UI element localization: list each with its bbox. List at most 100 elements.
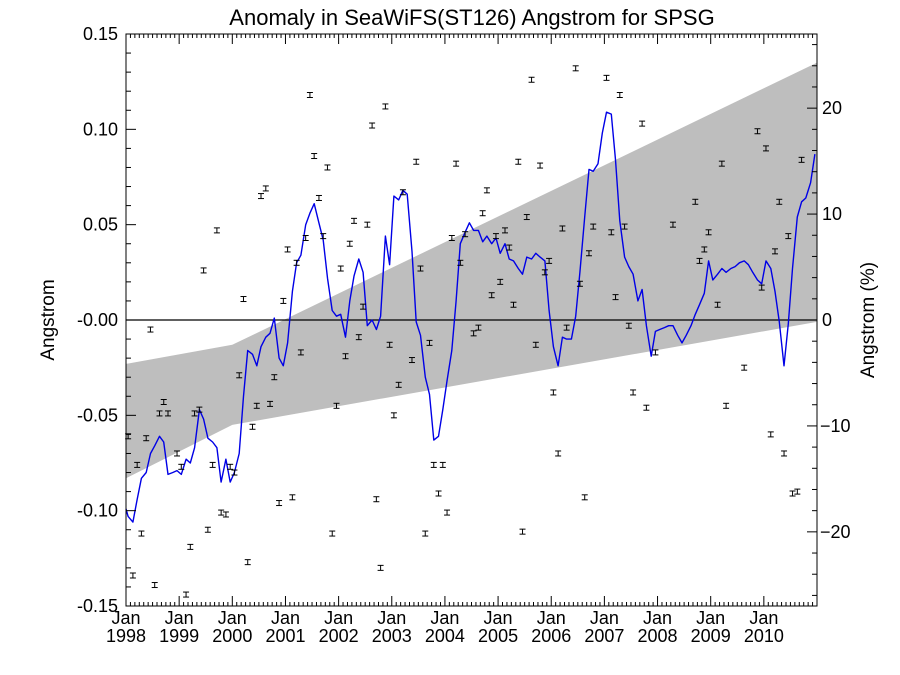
data-point [293, 259, 300, 266]
x-tick-label-month: Jan [643, 608, 672, 628]
x-tick-label-year: 2003 [372, 626, 412, 646]
data-point [262, 185, 269, 192]
data-point [271, 374, 278, 381]
data-point [550, 389, 557, 396]
data-point [723, 402, 730, 409]
data-point [776, 198, 783, 205]
data-point [794, 488, 801, 495]
data-point [470, 330, 477, 337]
data-point [789, 490, 796, 497]
data-point [541, 269, 548, 276]
data-point [191, 410, 198, 417]
data-point [382, 103, 389, 110]
data-point [200, 267, 207, 274]
data-point [253, 402, 260, 409]
data-point [209, 461, 216, 468]
x-tick-label-month: Jan [271, 608, 300, 628]
data-point [178, 463, 185, 470]
data-point [218, 509, 225, 516]
data-point [515, 158, 522, 165]
x-tick-label-year: 2009 [691, 626, 731, 646]
data-point [501, 227, 508, 234]
y-tick-label: 0.05 [83, 215, 118, 235]
data-point [377, 564, 384, 571]
data-point [448, 235, 455, 242]
data-point [386, 341, 393, 348]
y-tick-label: -0.15 [77, 596, 118, 616]
data-point [572, 65, 579, 72]
data-point [364, 221, 371, 228]
y2-tick-label: 10 [822, 204, 842, 224]
data-point [369, 122, 376, 129]
data-point [138, 530, 145, 537]
data-point [240, 296, 247, 303]
x-tick-label-year: 2007 [584, 626, 624, 646]
x-tick-label-year: 2008 [638, 626, 678, 646]
x-tick-label-month: Jan [484, 608, 513, 628]
data-point [143, 435, 150, 442]
points-layer [125, 65, 805, 598]
x-tick-label-year: 2002 [319, 626, 359, 646]
data-point [351, 217, 358, 224]
data-point [621, 223, 628, 230]
x-tick-label-month: Jan [749, 608, 778, 628]
data-point [559, 225, 566, 232]
data-point [399, 189, 406, 196]
data-point [444, 509, 451, 516]
data-point [174, 450, 181, 457]
x-axis: Jan1998Jan1999Jan2000Jan2001Jan2002Jan20… [106, 34, 818, 646]
data-point [528, 76, 535, 83]
data-point [333, 402, 340, 409]
y2-tick-label: 20 [822, 98, 842, 118]
data-point [608, 229, 615, 236]
x-tick-label-month: Jan [377, 608, 406, 628]
data-point [213, 227, 220, 234]
x-tick-label-month: Jan [324, 608, 353, 628]
data-point [652, 349, 659, 356]
data-point [134, 461, 141, 468]
data-point [417, 265, 424, 272]
data-point [204, 526, 211, 533]
data-point [563, 324, 570, 331]
data-point [603, 74, 610, 81]
y-axis-left: 0.15 0.10 0.05 -0.00 -0.05 -0.10 -0.15 [77, 24, 136, 616]
data-point [475, 324, 482, 331]
data-point [426, 339, 433, 346]
x-tick-label-month: Jan [537, 608, 566, 628]
x-tick-label-year: 2000 [212, 626, 252, 646]
x-tick-label-year: 2005 [478, 626, 518, 646]
y-tick-label: -0.00 [77, 310, 118, 330]
data-point [342, 353, 349, 360]
data-point [297, 349, 304, 356]
data-point [741, 364, 748, 371]
data-point [492, 233, 499, 240]
x-tick-label-year: 1999 [159, 626, 199, 646]
data-point [585, 250, 592, 257]
y-tick-label: -0.05 [77, 405, 118, 425]
data-point [546, 257, 553, 264]
data-point [497, 278, 504, 285]
data-point [151, 582, 158, 589]
data-point [696, 257, 703, 264]
data-point [227, 463, 234, 470]
data-point [360, 303, 367, 310]
data-point [373, 496, 380, 503]
data-point [284, 246, 291, 253]
data-point [302, 235, 309, 242]
smooth-line-layer [125, 111, 816, 523]
chart-title: Anomaly in SeaWiFS(ST126) Angstrom for S… [229, 5, 714, 30]
data-point [337, 265, 344, 272]
data-point [506, 244, 513, 251]
x-tick-label-year: 2001 [265, 626, 305, 646]
data-point [510, 301, 517, 308]
data-point [643, 404, 650, 411]
data-point [772, 248, 779, 255]
x-tick-label-month: Jan [111, 608, 140, 628]
x-tick-label-year: 1998 [106, 626, 146, 646]
data-point [395, 381, 402, 388]
data-point [355, 334, 362, 341]
data-point [160, 398, 167, 405]
data-point [532, 341, 539, 348]
data-point [236, 372, 243, 379]
